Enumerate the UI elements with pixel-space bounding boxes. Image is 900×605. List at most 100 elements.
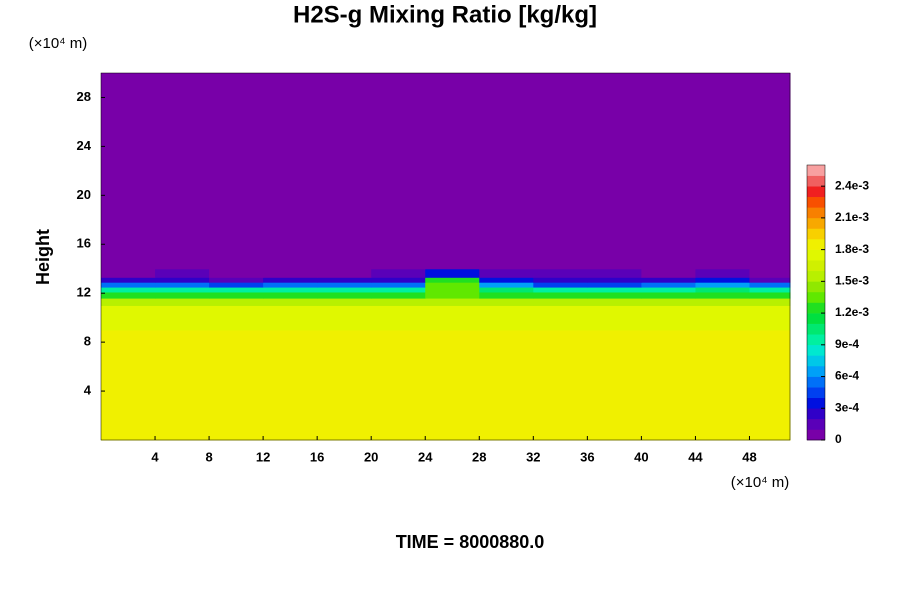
cell [101,305,156,319]
cell [533,277,588,283]
footer: TIME = 8000880.0 [396,532,545,552]
colorbar-swatch [807,260,825,272]
cell [209,282,264,288]
cell [209,268,264,278]
cell [155,287,210,293]
cell [695,268,750,278]
colorbar-swatch [807,418,825,430]
colorbar-tick-label: 2.4e-3 [835,178,869,192]
cell [533,287,588,293]
colorbar-swatch [807,270,825,282]
cell [209,291,264,299]
colorbar-tick-label: 3e-4 [835,400,859,414]
cell [425,277,480,283]
colorbar-tick-label: 1.2e-3 [835,305,869,319]
cell [209,277,264,283]
colorbar-tick-label: 2.1e-3 [835,210,869,224]
y-tick-label: 4 [84,383,92,398]
cell [479,298,534,306]
cell [641,329,696,441]
cell [695,329,750,441]
cell [533,268,588,278]
cell [263,329,318,441]
cell [749,305,791,319]
cell [371,73,426,270]
cell [695,282,750,288]
cell [425,329,480,441]
cell [155,291,210,299]
y-axis-label: Height [33,229,53,285]
cell [641,298,696,306]
cell [209,317,264,331]
cell [695,73,750,270]
cell [101,287,156,293]
cell [425,73,480,270]
chart-title: H2S-g Mixing Ratio [kg/kg] [293,1,597,28]
cell [263,277,318,283]
colorbar-tick-label: 9e-4 [835,337,859,351]
cell [587,73,642,270]
cell [695,298,750,306]
colorbar-swatch [807,355,825,367]
cell [587,298,642,306]
x-tick-label: 36 [580,449,594,464]
cell [155,268,210,278]
cell [479,287,534,293]
cell [263,287,318,293]
colorbar-tick-label: 6e-4 [835,369,859,383]
cell [587,287,642,293]
x-tick-label: 24 [418,449,433,464]
x-tick-label: 32 [526,449,540,464]
cell [533,282,588,288]
cell [641,282,696,288]
cell [479,282,534,288]
cell [101,277,156,283]
colorbar-tick-label: 1.8e-3 [835,242,869,256]
cell [587,291,642,299]
x-tick-label: 28 [472,449,486,464]
colorbar-swatch [807,207,825,219]
cell [263,305,318,319]
cell [749,287,791,293]
cell [479,305,534,319]
cell [695,291,750,299]
cell [371,282,426,288]
y-tick-label: 16 [77,236,91,251]
cell [155,305,210,319]
cell [317,305,372,319]
cell [425,298,480,306]
y-tick-label: 28 [77,89,91,104]
cell [479,268,534,278]
cell [371,317,426,331]
cell [371,291,426,299]
cell [155,317,210,331]
colorbar-swatch [807,186,825,198]
y-unit: (×10⁴ m) [29,35,88,52]
cell [371,305,426,319]
cell [749,298,791,306]
cell [425,287,480,293]
cell [317,291,372,299]
cell [479,329,534,441]
cell [317,298,372,306]
colorbar-swatch [807,239,825,250]
cell [587,329,642,441]
cell [263,298,318,306]
colorbar-swatch [807,323,825,335]
cell [533,305,588,319]
colorbar-swatch [807,313,825,324]
cell [533,73,588,270]
cell [101,329,156,441]
cell [209,329,264,441]
cell [695,317,750,331]
cell [371,287,426,293]
cell [641,268,696,278]
cell [263,291,318,299]
colorbar-tick-label: 0 [835,432,842,446]
cell [317,277,372,283]
cell [533,317,588,331]
cell [209,287,264,293]
cell [425,268,480,278]
y-tick-label: 8 [84,334,91,349]
